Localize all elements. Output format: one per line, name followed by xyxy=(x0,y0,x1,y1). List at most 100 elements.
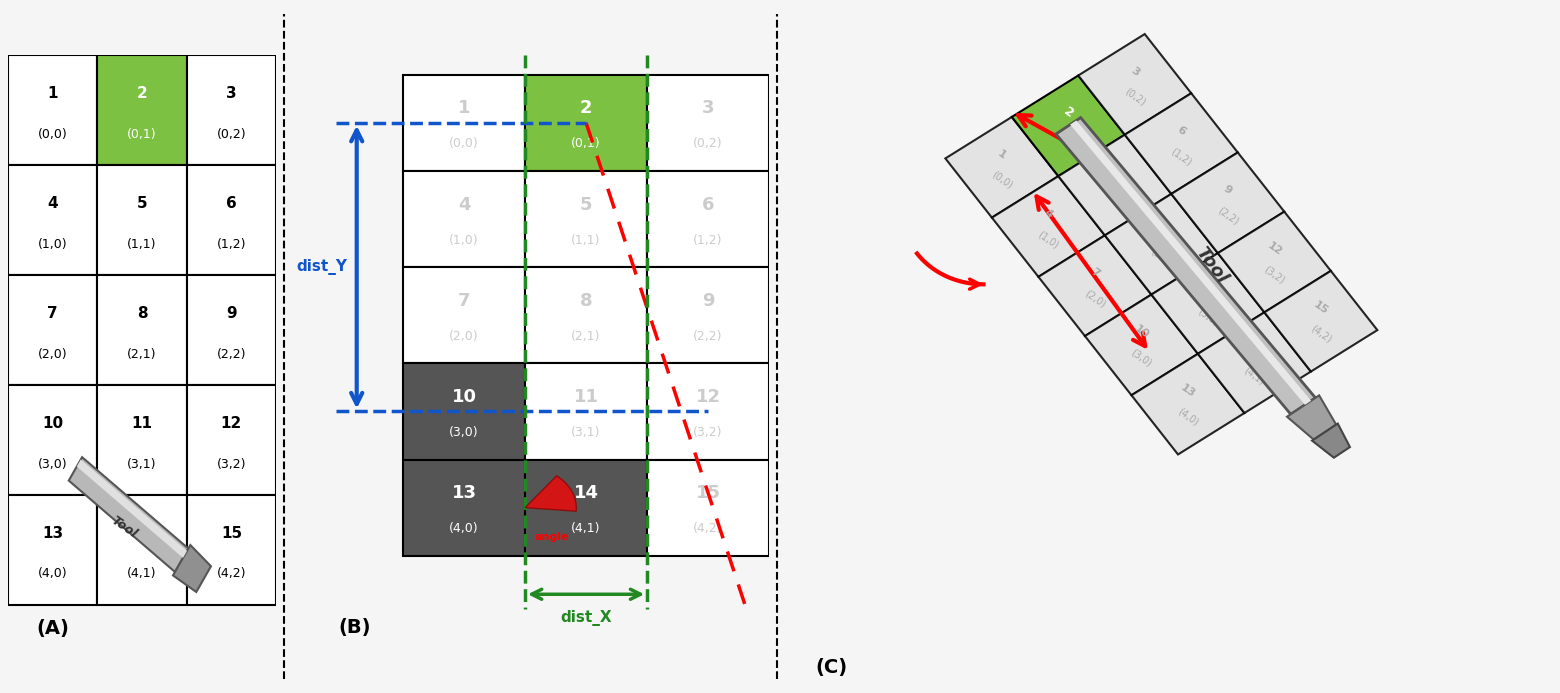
Text: 5: 5 xyxy=(137,196,147,211)
FancyBboxPatch shape xyxy=(187,385,276,495)
Polygon shape xyxy=(1172,152,1284,253)
Text: (3,0): (3,0) xyxy=(449,426,479,439)
FancyBboxPatch shape xyxy=(97,275,187,385)
Text: 5: 5 xyxy=(580,195,593,213)
Text: 9: 9 xyxy=(1221,184,1234,196)
Text: 7: 7 xyxy=(457,292,470,310)
Text: 3: 3 xyxy=(226,87,237,101)
Text: 4: 4 xyxy=(1042,207,1055,220)
FancyBboxPatch shape xyxy=(526,459,647,556)
Text: 6: 6 xyxy=(702,195,714,213)
Text: 8: 8 xyxy=(137,306,147,321)
FancyBboxPatch shape xyxy=(97,165,187,275)
Text: 3: 3 xyxy=(1129,65,1140,78)
Text: (C): (C) xyxy=(816,658,847,678)
Text: (2,1): (2,1) xyxy=(571,330,601,343)
Text: (4,2): (4,2) xyxy=(693,523,722,535)
Text: (2,1): (2,1) xyxy=(1150,247,1173,268)
Polygon shape xyxy=(173,545,211,592)
Text: 6: 6 xyxy=(226,196,237,211)
FancyBboxPatch shape xyxy=(647,267,769,363)
Text: (3,1): (3,1) xyxy=(128,457,156,471)
Polygon shape xyxy=(76,459,187,558)
Polygon shape xyxy=(1039,236,1151,336)
Text: (2,2): (2,2) xyxy=(693,330,722,343)
Text: 10: 10 xyxy=(1133,324,1151,340)
FancyBboxPatch shape xyxy=(526,363,647,459)
Text: (3,0): (3,0) xyxy=(1129,347,1154,369)
Text: (3,1): (3,1) xyxy=(571,426,601,439)
Polygon shape xyxy=(1058,134,1172,236)
Text: (2,2): (2,2) xyxy=(1215,205,1240,227)
Polygon shape xyxy=(1084,295,1198,395)
Text: (0,1): (0,1) xyxy=(1056,128,1081,150)
Text: (2,0): (2,0) xyxy=(449,330,479,343)
Text: 13: 13 xyxy=(42,526,62,541)
Polygon shape xyxy=(945,117,1058,218)
Polygon shape xyxy=(69,457,189,572)
Text: 12: 12 xyxy=(222,416,242,431)
Text: 12: 12 xyxy=(1265,240,1284,258)
Text: 5: 5 xyxy=(1109,166,1120,178)
Polygon shape xyxy=(1131,354,1245,455)
Text: 4: 4 xyxy=(457,195,470,213)
Text: (4,0): (4,0) xyxy=(37,568,67,580)
Text: angle: angle xyxy=(535,532,569,541)
Text: (3,1): (3,1) xyxy=(1195,306,1220,327)
Polygon shape xyxy=(1012,76,1125,176)
Text: 12: 12 xyxy=(696,388,721,406)
Text: 8: 8 xyxy=(1156,225,1167,238)
Text: (0,1): (0,1) xyxy=(128,128,156,141)
Text: 9: 9 xyxy=(702,292,714,310)
Text: (0,0): (0,0) xyxy=(989,170,1014,191)
FancyBboxPatch shape xyxy=(187,55,276,165)
Text: dist_X: dist_X xyxy=(560,611,612,626)
Text: 1: 1 xyxy=(47,87,58,101)
Polygon shape xyxy=(1125,94,1237,194)
Text: (B): (B) xyxy=(339,618,371,638)
Text: 7: 7 xyxy=(1089,266,1101,279)
Text: (A): (A) xyxy=(36,620,69,638)
FancyBboxPatch shape xyxy=(97,55,187,165)
FancyBboxPatch shape xyxy=(402,75,526,171)
Text: (1,2): (1,2) xyxy=(217,238,246,251)
FancyBboxPatch shape xyxy=(97,495,187,604)
Polygon shape xyxy=(1078,34,1192,134)
FancyBboxPatch shape xyxy=(402,267,526,363)
Text: (0,2): (0,2) xyxy=(1122,87,1147,108)
FancyBboxPatch shape xyxy=(187,495,276,604)
Text: (2,0): (2,0) xyxy=(37,348,67,360)
Text: (4,0): (4,0) xyxy=(449,523,479,535)
FancyBboxPatch shape xyxy=(402,363,526,459)
Text: (4,1): (4,1) xyxy=(128,568,156,580)
FancyBboxPatch shape xyxy=(187,275,276,385)
FancyBboxPatch shape xyxy=(8,55,97,165)
FancyBboxPatch shape xyxy=(8,495,97,604)
Text: (1,2): (1,2) xyxy=(1168,146,1193,167)
Text: 15: 15 xyxy=(696,484,721,502)
Polygon shape xyxy=(1218,211,1331,313)
Text: 2: 2 xyxy=(137,87,147,101)
Text: 14: 14 xyxy=(574,484,599,502)
Text: 13: 13 xyxy=(1179,383,1197,400)
Text: 11: 11 xyxy=(1198,282,1217,299)
Text: Tool: Tool xyxy=(1192,243,1231,287)
Text: 4: 4 xyxy=(47,196,58,211)
Text: (3,2): (3,2) xyxy=(217,457,246,471)
Text: Tool: Tool xyxy=(109,514,139,541)
Text: 8: 8 xyxy=(580,292,593,310)
Text: (4,1): (4,1) xyxy=(571,523,601,535)
Text: (0,1): (0,1) xyxy=(571,137,601,150)
Polygon shape xyxy=(1312,423,1349,457)
Text: (4,0): (4,0) xyxy=(1176,407,1200,428)
FancyBboxPatch shape xyxy=(647,75,769,171)
Polygon shape xyxy=(1264,271,1377,371)
Text: (0,0): (0,0) xyxy=(449,137,479,150)
Text: (1,2): (1,2) xyxy=(693,234,722,247)
Polygon shape xyxy=(1151,253,1264,354)
Text: 11: 11 xyxy=(131,416,153,431)
FancyBboxPatch shape xyxy=(647,363,769,459)
Polygon shape xyxy=(992,176,1104,277)
Text: (1,1): (1,1) xyxy=(128,238,156,251)
Polygon shape xyxy=(1061,122,1320,419)
